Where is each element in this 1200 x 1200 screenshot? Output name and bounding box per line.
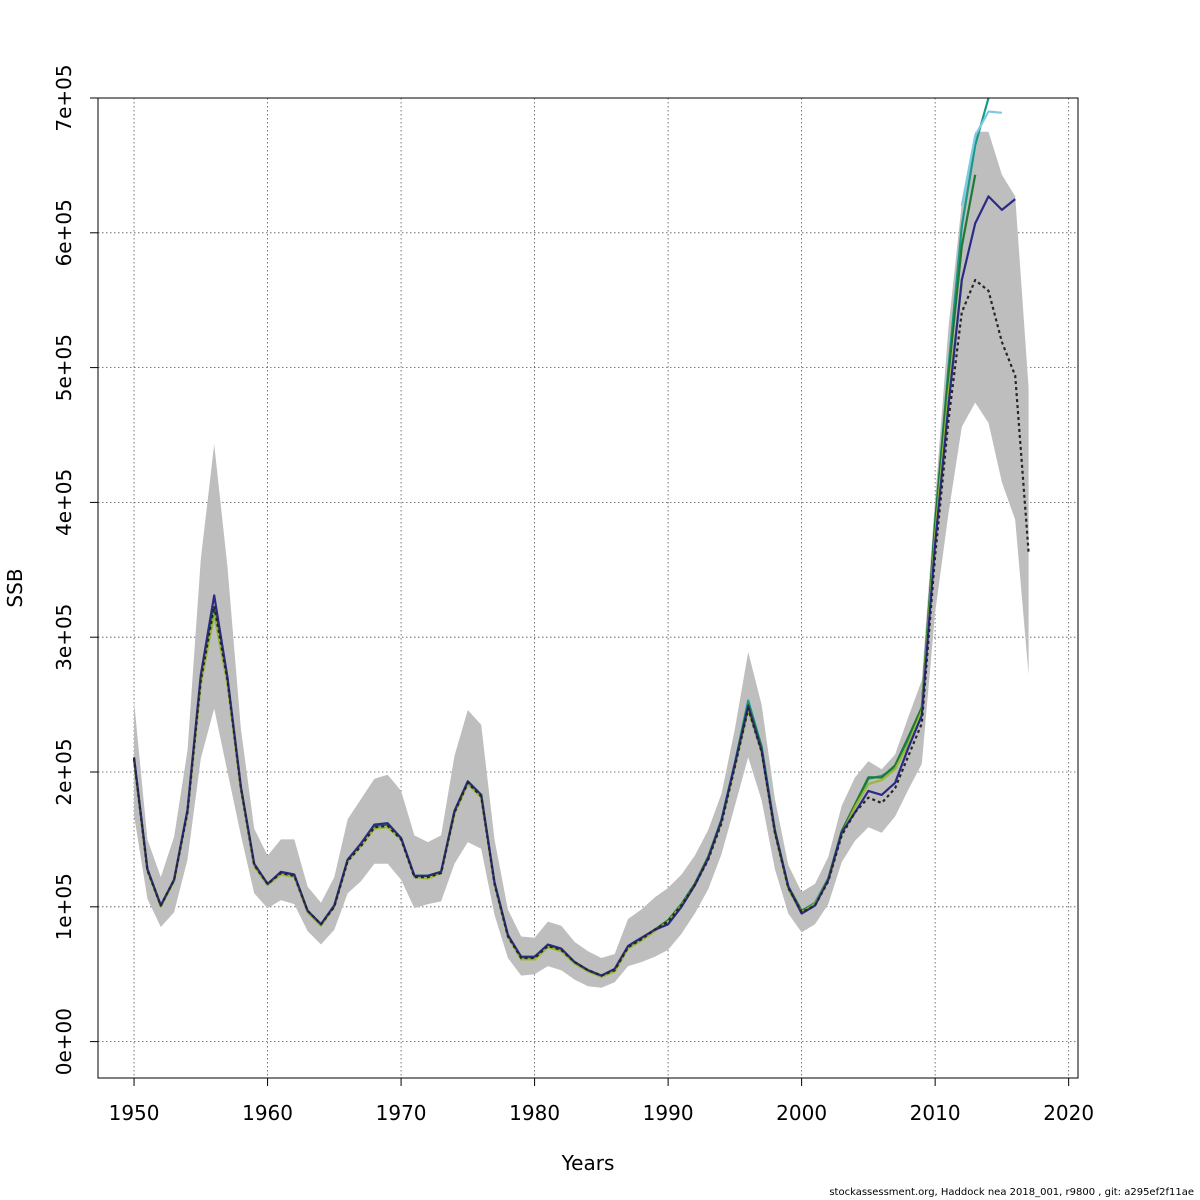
series-line-3 bbox=[132, 98, 990, 977]
x-tick-label: 1970 bbox=[376, 1101, 427, 1125]
y-tick-label: 7e+05 bbox=[52, 64, 76, 131]
confidence-band-group bbox=[134, 131, 1029, 988]
x-axis: 1950 1960 1970 1980 1990 2000 2010 2020 bbox=[109, 1077, 1094, 1125]
series-line-4 bbox=[960, 110, 1003, 207]
y-axis-title: SSB bbox=[3, 568, 27, 607]
series-line-1 bbox=[132, 278, 1030, 977]
y-axis: 0e+00 1e+05 2e+05 3e+05 4e+05 5e+05 6e+05 7e+05 bbox=[52, 64, 99, 1075]
x-tick-label: 2000 bbox=[776, 1101, 827, 1125]
x-tick-label: 1950 bbox=[109, 1101, 160, 1125]
y-tick-label: 2e+05 bbox=[52, 738, 76, 805]
y-tick-label: 4e+05 bbox=[52, 469, 76, 536]
x-tick-label: 1990 bbox=[643, 1101, 694, 1125]
y-tick-label: 3e+05 bbox=[52, 604, 76, 671]
confidence-band bbox=[134, 131, 1029, 988]
x-tick-label: 2010 bbox=[910, 1101, 961, 1125]
series-group bbox=[132, 98, 1030, 979]
y-tick-label: 6e+05 bbox=[52, 199, 76, 266]
y-tick-label: 1e+05 bbox=[52, 873, 76, 940]
x-tick-label: 1980 bbox=[509, 1101, 560, 1125]
x-tick-label: 1960 bbox=[242, 1101, 293, 1125]
y-tick-label: 5e+05 bbox=[52, 334, 76, 401]
x-tick-label: 2020 bbox=[1043, 1101, 1094, 1125]
y-tick-label: 0e+00 bbox=[52, 1008, 76, 1075]
footer-note: stockassessment.org, Haddock nea 2018_00… bbox=[829, 1187, 1194, 1198]
x-axis-title: Years bbox=[561, 1151, 615, 1175]
